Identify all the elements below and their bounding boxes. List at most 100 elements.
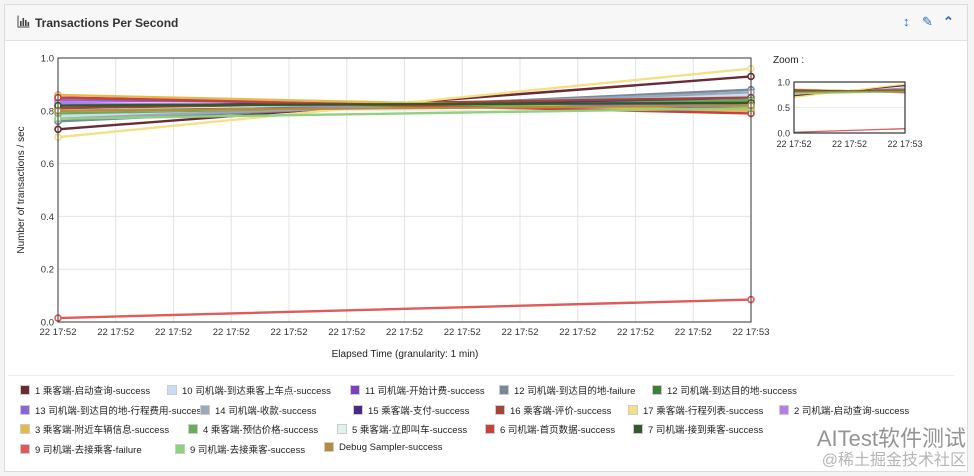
x-tick-label: 22 17:52 [444, 327, 481, 338]
x-axis-label: Elapsed Time (granularity: 1 min) [332, 349, 479, 360]
x-tick-label: 22 17:52 [40, 327, 77, 338]
legend-swatch [20, 424, 30, 434]
legend-swatch [495, 404, 505, 415]
legend-label: 5 乘客端-立即叫车-success [352, 425, 468, 436]
legend-item[interactable]: 5 乘客端-立即叫车-success [337, 422, 467, 436]
legend-swatch [779, 404, 789, 415]
legend-label: 4 乘客端-预估价格-success [203, 425, 319, 436]
zoom-series-line [793, 128, 906, 133]
zoom-y-tick-label: 0.0 [777, 129, 790, 139]
series-line [56, 93, 753, 113]
main-chart-axes: 0.0 0.2 0.4 0.6 0.8 1.0 22 17:52 22 17:52 22 17:… [40, 54, 770, 339]
legend-item[interactable]: 17 乘客端-行程列表-success [628, 403, 763, 417]
legend-label: 17 乘客端-行程列表-success [643, 405, 764, 417]
legend-label: 14 司机端-收款-success [215, 405, 317, 417]
legend-item[interactable]: 1 乘客端-启动查询-success [20, 383, 150, 397]
legend-item[interactable]: 11 司机端-开始计费-success [350, 383, 485, 397]
zoom-y-tick-label: 0.5 [777, 103, 790, 113]
legend-item[interactable]: 15 乘客端-支付-success [353, 403, 469, 417]
x-tick-label: 22 17:52 [97, 327, 134, 338]
legend-swatch [175, 443, 185, 454]
legend-area [8, 375, 954, 466]
legend-swatch [20, 443, 30, 454]
x-tick-label: 22 17:52 [271, 327, 308, 338]
series-line [56, 298, 753, 320]
legend-label: 6 司机端-首页数据-success [500, 425, 616, 436]
x-tick-label: 22 17:52 [675, 327, 712, 338]
legend-item[interactable]: 12 司机端-到达目的地-success [652, 383, 797, 397]
legend-item[interactable]: 12 司机端-到达目的地-failure [499, 383, 635, 397]
x-tick-label: 22 17:52 [559, 327, 596, 338]
main-chart-series [54, 64, 755, 322]
x-tick-label: 22 17:52 [155, 327, 192, 338]
legend-item[interactable]: 7 司机端-接到乘客-success [633, 422, 763, 436]
legend-item[interactable]: 14 司机端-收款-success [200, 403, 316, 417]
legend-swatch [167, 385, 177, 395]
legend-label: 2 司机端-启动查询-success [794, 405, 910, 417]
y-axis-label: Number of transactions / sec [16, 126, 27, 253]
x-tick-label: 22 17:52 [386, 327, 423, 338]
legend-swatch [324, 442, 334, 452]
legend-label: 7 司机端-接到乘客-success [648, 425, 764, 436]
legend-label: 12 司机端-到达目的地-success [667, 386, 797, 397]
legend-item[interactable]: 4 乘客端-预估价格-success [188, 422, 318, 436]
zoom-series-line [793, 91, 906, 95]
legend-swatch [485, 424, 495, 434]
y-tick-label: 0.0 [41, 318, 54, 329]
zoom-overview-chart: 0.0 0.5 1.0 22 17:52 22 17:52 22 17:53 [776, 78, 922, 150]
legend-swatch [20, 385, 30, 395]
series-line [56, 106, 753, 120]
legend-item[interactable]: 6 司机端-首页数据-success [485, 422, 615, 436]
panel-title: Transactions Per Second [35, 16, 179, 30]
legend-item[interactable]: Debug Sampler-success [324, 442, 443, 453]
resize-vertical-icon[interactable]: ↕ [903, 14, 910, 29]
zoom-x-tick-label: 22 17:52 [832, 139, 867, 149]
bar-chart-icon [17, 15, 30, 28]
x-tick-label: 22 17:53 [733, 327, 770, 338]
legend-swatch [337, 424, 347, 434]
wrench-icon[interactable]: ✎ [922, 14, 933, 29]
y-tick-label: 0.4 [41, 212, 54, 223]
x-tick-label: 22 17:52 [502, 327, 539, 338]
y-tick-label: 0.8 [41, 106, 54, 117]
legend-item[interactable]: 2 司机端-启动查询-success [779, 403, 909, 417]
zoom-title: Zoom : [773, 55, 804, 66]
x-tick-label: 22 17:52 [617, 327, 654, 338]
zoom-series-line [793, 90, 906, 93]
legend-label: 10 司机端-到达乘客上车点-success [182, 386, 331, 397]
zoom-frame [793, 81, 906, 134]
legend-swatch [628, 404, 638, 415]
legend-label: Debug Sampler-success [339, 441, 443, 453]
legend-swatch [350, 385, 360, 395]
chevron-up-icon[interactable]: ⌃ [943, 14, 954, 29]
legend-label: 12 司机端-到达目的地-failure [514, 386, 636, 397]
legend-item[interactable]: 10 司机端-到达乘客上车点-success [167, 383, 331, 397]
legend-item[interactable]: 13 司机端-到达目的地-行程费用-success [20, 403, 206, 417]
x-tick-label: 22 17:52 [328, 327, 365, 338]
legend-swatch [652, 385, 662, 395]
y-tick-label: 1.0 [41, 54, 54, 65]
legend-label: 9 司机端-去接乘客-success [190, 444, 306, 456]
legend-item[interactable]: 16 乘客端-评价-success [495, 403, 611, 417]
legend-item[interactable]: 3 乘客端-附近车辆信息-success [20, 422, 169, 436]
legend-label: 13 司机端-到达目的地-行程费用-success [35, 405, 207, 417]
legend-label: 1 乘客端-启动查询-success [35, 386, 151, 397]
legend-label: 15 乘客端-支付-success [368, 405, 470, 417]
legend-swatch [188, 424, 198, 434]
x-tick-label: 22 17:52 [213, 327, 250, 338]
panel-header: Transactions Per Second ↕ ✎ ⌃ [5, 5, 967, 41]
legend-item[interactable]: 9 司机端-去接乘客-failure [20, 442, 142, 456]
legend-swatch [20, 404, 30, 415]
zoom-x-tick-label: 22 17:53 [887, 139, 922, 149]
legend-label: 9 司机端-去接乘客-failure [35, 444, 142, 456]
plot-frame [57, 57, 752, 323]
series-line [56, 101, 753, 107]
legend-item[interactable]: 9 司机端-去接乘客-success [175, 442, 305, 456]
zoom-y-tick-label: 1.0 [777, 78, 790, 88]
y-tick-label: 0.2 [41, 265, 54, 276]
series-line [56, 104, 753, 113]
y-tick-label: 0.6 [41, 159, 54, 170]
legend-swatch [499, 385, 509, 395]
legend-swatch [633, 424, 643, 434]
